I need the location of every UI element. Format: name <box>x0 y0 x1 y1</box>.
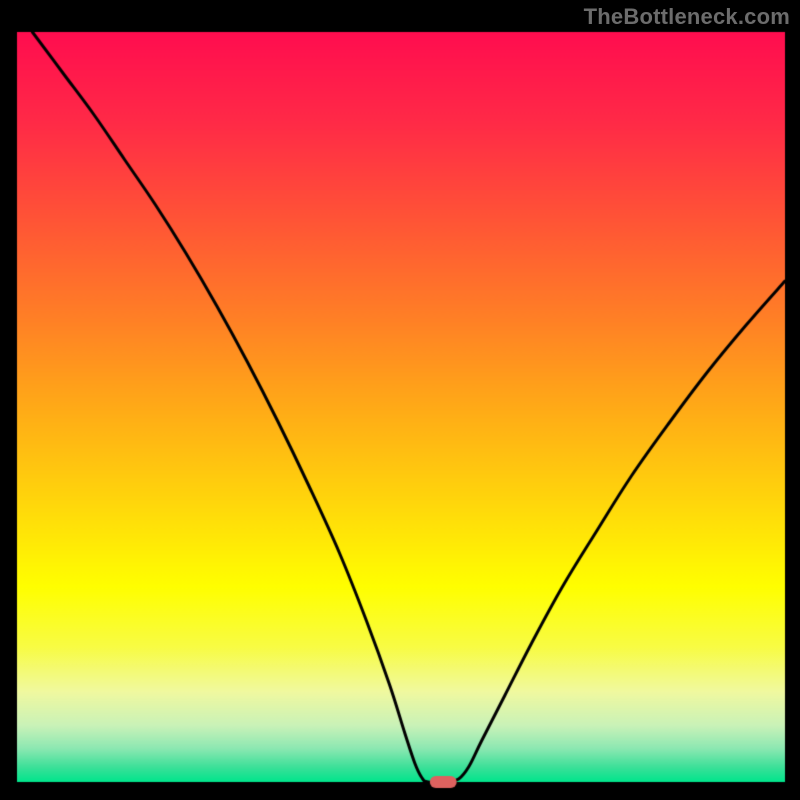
watermark-text: TheBottleneck.com <box>584 4 790 30</box>
chart-container: TheBottleneck.com <box>0 0 800 800</box>
bottleneck-curve-chart <box>0 0 800 800</box>
